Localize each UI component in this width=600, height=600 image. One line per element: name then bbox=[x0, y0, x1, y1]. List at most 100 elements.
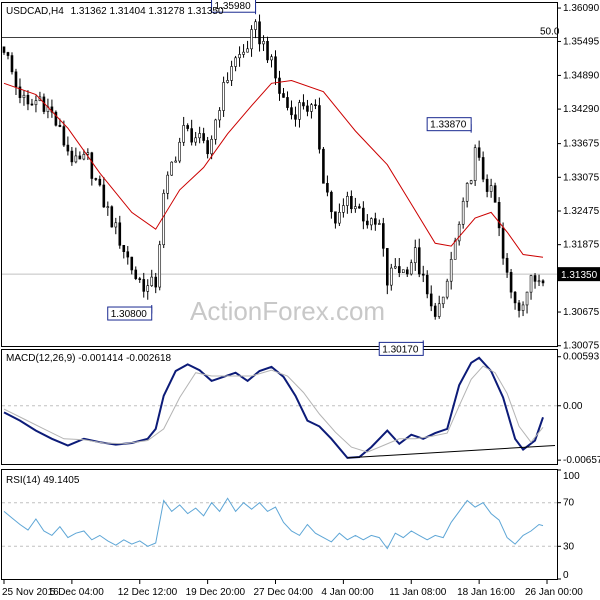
candle bbox=[78, 151, 82, 160]
candle bbox=[386, 248, 389, 295]
candle-body bbox=[350, 196, 353, 210]
candle-body bbox=[54, 111, 58, 126]
price-y-axis: 1.36090 1.35495 1.34890 1.34290 1.33675 1.330… bbox=[557, 3, 600, 352]
y-tick-label: 1.32475 bbox=[563, 206, 600, 217]
candle bbox=[529, 274, 533, 300]
candle-body bbox=[433, 305, 437, 317]
y-tick-label: 1.31875 bbox=[563, 240, 600, 251]
candle-body bbox=[78, 155, 82, 160]
candle-body bbox=[130, 256, 134, 271]
candle-body bbox=[389, 267, 393, 286]
candle-body bbox=[98, 178, 102, 186]
candle-body bbox=[154, 276, 158, 288]
candle bbox=[469, 179, 473, 185]
candle bbox=[10, 52, 14, 75]
candle-body bbox=[182, 125, 185, 143]
candle bbox=[533, 273, 537, 289]
candle bbox=[198, 126, 201, 144]
annotation-label: 1.35980 bbox=[215, 1, 252, 12]
level-line-label: 50.0 bbox=[540, 27, 560, 38]
candle-body bbox=[509, 272, 513, 293]
annotation-label: 1.33870 bbox=[430, 120, 467, 131]
candle-body bbox=[441, 296, 445, 305]
price-panel-frame bbox=[1, 2, 558, 347]
candle bbox=[126, 246, 130, 265]
candle-body bbox=[322, 148, 325, 184]
candle bbox=[122, 245, 126, 259]
candle-body bbox=[230, 66, 233, 81]
price-header: USDCAD,H4 1.31362 1.31404 1.31278 1.3135… bbox=[6, 6, 224, 17]
candle-body bbox=[366, 220, 369, 226]
candle bbox=[425, 270, 429, 299]
candle-body bbox=[429, 293, 433, 307]
y-tick-label: 1.34890 bbox=[563, 70, 600, 81]
candle bbox=[238, 46, 241, 67]
candle bbox=[230, 60, 233, 86]
candle-body bbox=[425, 274, 429, 295]
candle-body bbox=[202, 133, 205, 141]
candle-body bbox=[421, 273, 425, 276]
candle bbox=[242, 44, 245, 58]
candle bbox=[18, 78, 22, 104]
candle-body bbox=[26, 94, 30, 105]
candle-body bbox=[126, 251, 130, 258]
candle bbox=[473, 144, 477, 186]
x-tick-label: 4 Jan 00:00 bbox=[321, 587, 374, 598]
price-annotation: 1.30170 bbox=[378, 340, 424, 356]
x-tick-label: 11 Jan 08:00 bbox=[389, 587, 447, 598]
rsi-line bbox=[3, 497, 544, 550]
candle bbox=[445, 278, 449, 300]
candle bbox=[334, 211, 337, 229]
candle-body bbox=[501, 227, 505, 259]
candle bbox=[441, 296, 445, 309]
symbol-label: USDCAD,H4 bbox=[6, 6, 64, 17]
y-tick-label: 1.33075 bbox=[563, 172, 600, 183]
candle-body bbox=[190, 128, 193, 143]
candle bbox=[254, 19, 257, 39]
candle bbox=[50, 99, 54, 118]
candle-body bbox=[18, 86, 22, 98]
candle bbox=[509, 268, 513, 299]
candle-body bbox=[90, 152, 94, 179]
y-tick-label: 1.30075 bbox=[563, 341, 600, 352]
candle-body bbox=[497, 202, 501, 229]
macd-tick-label: -0.006575 bbox=[563, 455, 600, 466]
candle-body bbox=[374, 218, 377, 225]
candle bbox=[501, 222, 505, 265]
x-tick-label: 25 Nov 2016 bbox=[2, 587, 59, 598]
candle bbox=[74, 147, 78, 164]
candle-body bbox=[334, 211, 337, 224]
candle-body bbox=[473, 147, 477, 181]
candle bbox=[146, 279, 150, 300]
candle bbox=[338, 203, 341, 227]
candle-body bbox=[286, 97, 289, 108]
candle-body bbox=[330, 191, 333, 213]
rsi-tick-label: 70 bbox=[563, 498, 575, 509]
candle-body bbox=[118, 222, 122, 246]
candle bbox=[258, 14, 261, 52]
candle bbox=[282, 87, 285, 98]
candle-body bbox=[298, 102, 301, 120]
candle-body bbox=[146, 285, 150, 292]
macd-tick-label: 0.00 bbox=[563, 401, 583, 412]
candle-body bbox=[318, 105, 321, 150]
candle-body bbox=[413, 247, 417, 264]
candle bbox=[186, 123, 189, 132]
candle-body bbox=[405, 269, 409, 275]
price-candles bbox=[2, 14, 545, 320]
annotation-box bbox=[378, 341, 424, 356]
candle bbox=[138, 276, 142, 283]
candle-body bbox=[541, 280, 545, 284]
candle-body bbox=[417, 247, 421, 275]
rsi-lines bbox=[3, 497, 544, 550]
candle bbox=[497, 197, 501, 237]
candle-body bbox=[70, 150, 74, 163]
candle bbox=[62, 120, 66, 147]
candle bbox=[310, 103, 313, 119]
candle bbox=[457, 221, 461, 246]
candle-body bbox=[250, 29, 253, 50]
candle-body bbox=[282, 93, 285, 98]
candle-body bbox=[174, 160, 177, 163]
candle-body bbox=[266, 41, 269, 61]
candle-body bbox=[294, 114, 297, 120]
